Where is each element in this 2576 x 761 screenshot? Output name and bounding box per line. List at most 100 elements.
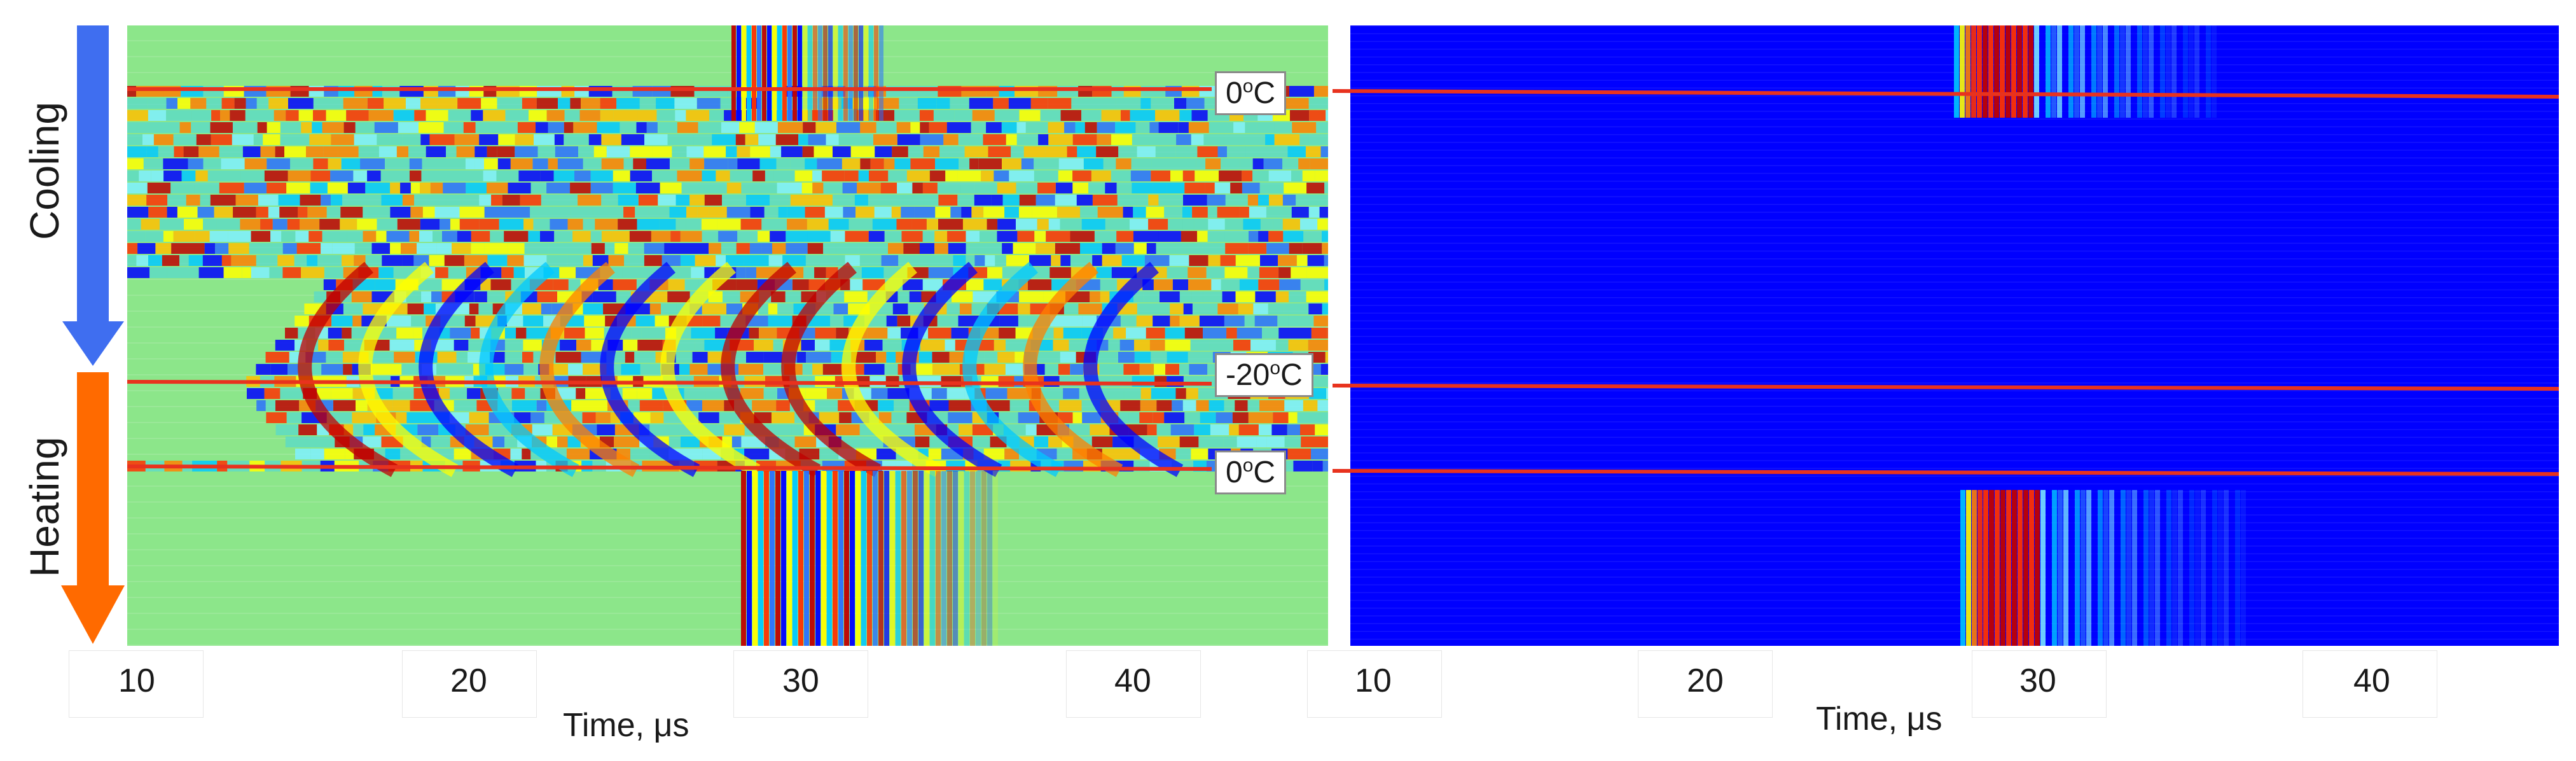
heatmap-cell [163,171,182,181]
heatmap-cell [1284,436,1301,447]
heatmap-cell [1021,158,1034,169]
heatmap-stripe [2132,490,2137,646]
heatmap-cell [564,134,589,145]
heatmap-stripe [2212,25,2217,118]
heatmap-cell [604,243,615,254]
heatmap-cell [1192,207,1208,218]
heatmap-cell [446,195,462,206]
heatmap-cell [420,219,440,230]
heatmap-cell [457,231,471,242]
heatmap-cell [675,352,693,363]
heatmap-row-divider [127,613,1328,614]
heatmap-cell [1126,328,1146,339]
heatmap-cell [375,279,396,290]
heatmap-row-divider [1350,150,2559,151]
heatmap-stripe [987,471,992,646]
x-axis-label-right: Time, μs [1816,701,1942,737]
heatmap-cell [636,122,647,133]
heatmap-cell [179,122,191,133]
heatmap-row-divider [127,40,1328,41]
heatmap-cell [286,183,310,193]
heatmap-cell [558,98,571,109]
heatmap-cell [919,110,934,121]
heatmap-cell [951,328,969,339]
heatmap-cell [1258,195,1269,206]
heatmap-row-divider [1350,561,2559,562]
heatmap-cell [648,207,670,218]
heatmap-cell [974,195,992,206]
heatmap-row-divider [1350,538,2559,539]
heatmap-cell [872,219,897,230]
heatmap-cell [828,219,849,230]
heatmap-cell [127,207,149,218]
heatmap-cell [1017,231,1035,242]
heatmap-cell [878,400,894,411]
heatmap-cell [548,122,564,133]
heatmap-cell [282,267,301,278]
heatmap-cell [497,146,515,157]
heatmap-cell [633,158,646,169]
heatmap-cell [1032,207,1057,218]
heatmap-cell [256,98,269,109]
heatmap-cell [1019,110,1041,121]
heatmap-cell [1242,183,1260,193]
heatmap-cell [1049,267,1071,278]
heatmap-cell [880,183,897,193]
heatmap-cell [1174,98,1187,109]
heatmap-cell [861,267,884,278]
heatmap-cell [1258,231,1269,242]
heatmap-cell [1283,231,1304,242]
heatmap-cell [1205,183,1215,193]
heatmap-cell [1297,412,1321,423]
heatmap-cell [894,158,911,169]
heatmap-cell [716,255,726,266]
heatmap-cell [752,171,765,181]
heatmap-stripe [2206,490,2212,646]
heatmap-cell [635,183,660,193]
heatmap-cell [1063,388,1079,399]
heatmap-cell [1034,231,1046,242]
heatmap-cell [960,183,975,193]
heatmap-cell [1037,219,1049,230]
heatmap-cell [1244,316,1255,326]
heatmap-cell [448,267,466,278]
heatmap-cell [1035,243,1055,254]
heatmap-cell [985,388,1008,399]
heatmap-cell [939,146,965,157]
heatmap-cell [702,316,721,326]
heatmap-cell [1140,98,1151,109]
heatmap-row-divider [1350,165,2559,167]
heatmap-cell [1175,388,1186,399]
heatmap-cell [839,412,852,423]
heatmap-cell [313,158,328,169]
heatmap-cell [1165,364,1179,375]
heatmap-cell [1252,158,1264,169]
heatmap-stripe [884,471,889,646]
heatmap-cell [1076,195,1093,206]
heatmap-cell [719,412,740,423]
heatmap-stripe [2005,25,2011,118]
heatmap-cell [588,134,602,145]
heatmap-cell [1189,364,1208,375]
heatmap-cell [827,388,842,399]
heatmap-cell [1207,304,1218,314]
heatmap-cell [1306,183,1325,193]
heatmap-cell [366,195,382,206]
heatmap-cell [557,158,583,169]
heatmap-stripe [2080,25,2085,118]
heatmap-cell [1067,146,1077,157]
heatmap-cell [195,243,205,254]
heatmap-cell [435,267,448,278]
heatmap-cell [308,231,322,242]
heatmap-cell [909,291,922,302]
heatmap-cell [1081,219,1105,230]
heatmap-cell [1324,279,1328,290]
heatmap-cell [523,219,534,230]
heatmap-stripe [838,25,843,121]
heatmap-cell [269,267,283,278]
heatmap-cell [1188,122,1209,133]
heatmap-cell [426,110,448,121]
heatmap-cell [1072,183,1089,193]
heatmap-cell [287,171,311,181]
heatmap-stripe [741,471,746,646]
